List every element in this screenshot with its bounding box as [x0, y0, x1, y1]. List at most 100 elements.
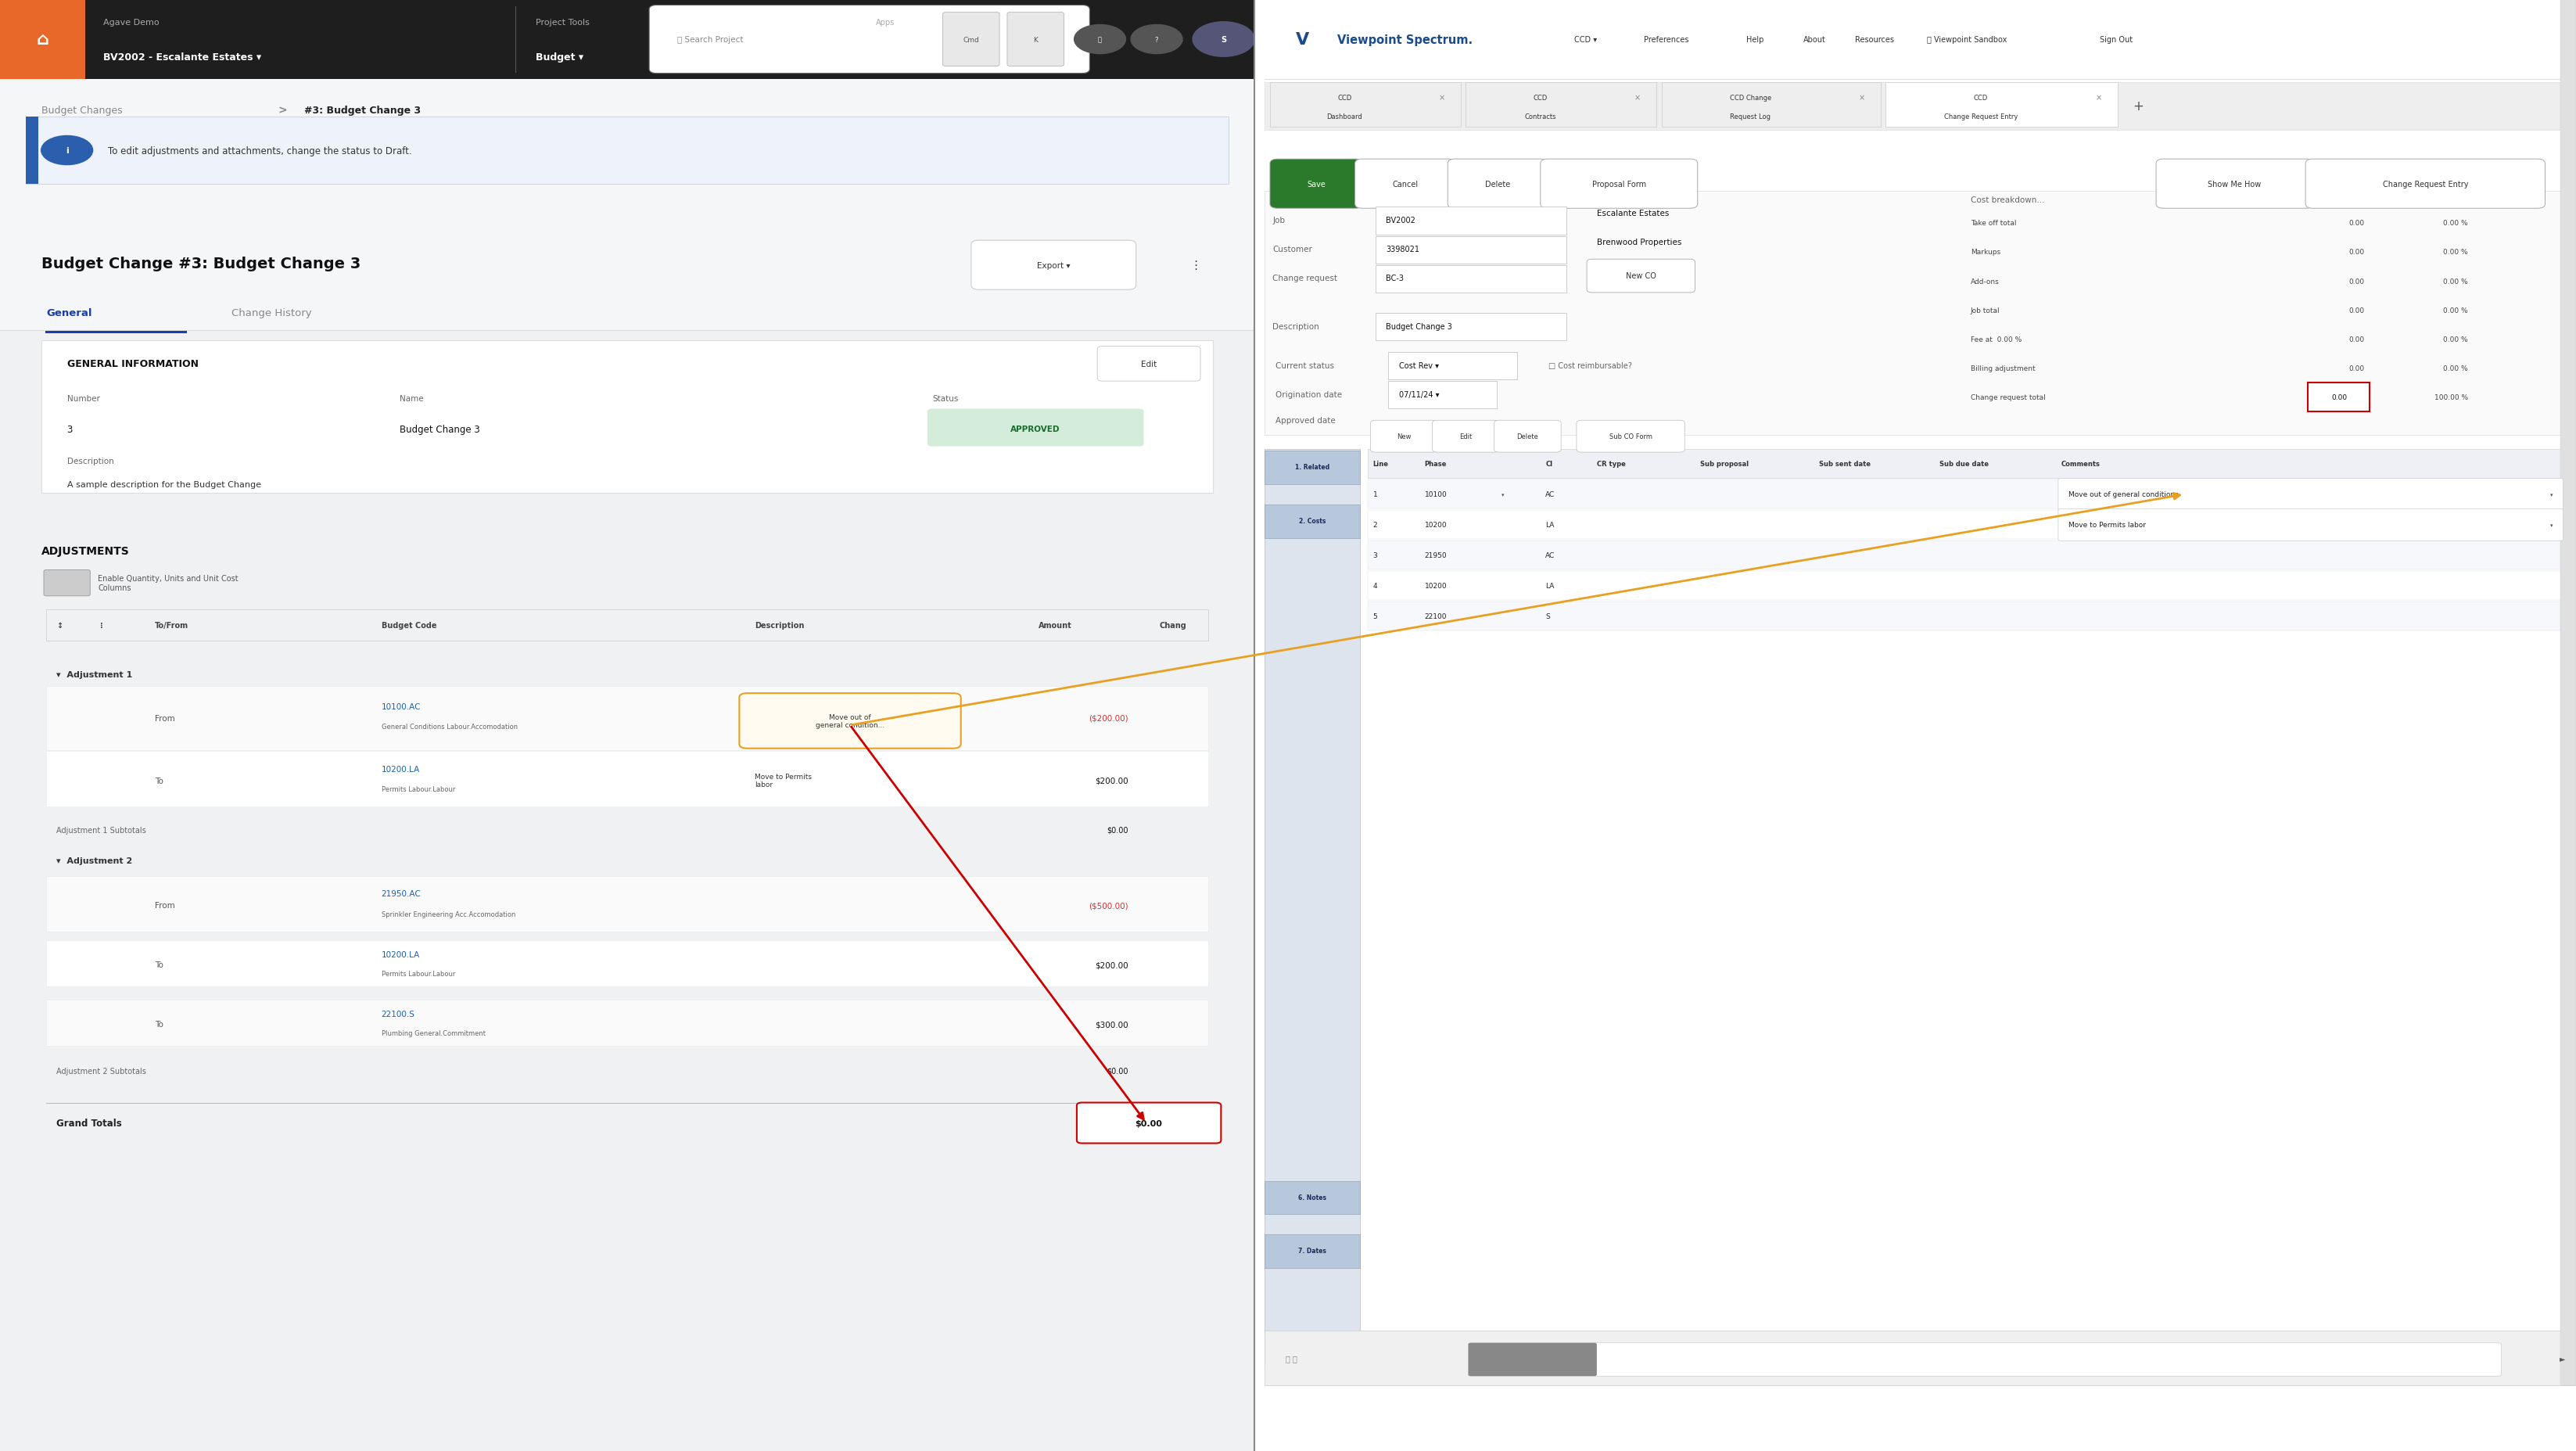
Text: Viewpoint Spectrum.: Viewpoint Spectrum. [1337, 33, 1473, 46]
Text: 0.00: 0.00 [2349, 250, 2365, 255]
Text: 0.00 %: 0.00 % [2442, 221, 2468, 226]
Text: BV2002: BV2002 [1386, 216, 1414, 225]
Text: Save: Save [1306, 180, 1327, 189]
Text: Select an App: Select an App [876, 54, 935, 61]
Text: Edit: Edit [1141, 360, 1157, 369]
FancyBboxPatch shape [1265, 1235, 1360, 1268]
Text: $0.00: $0.00 [1108, 826, 1128, 834]
Text: 21950: 21950 [1425, 553, 1448, 559]
Text: Line: Line [1373, 461, 1388, 467]
Text: APPROVED: APPROVED [1010, 425, 1061, 434]
FancyBboxPatch shape [1007, 13, 1064, 67]
Text: Change Request Entry: Change Request Entry [1945, 113, 2017, 120]
Circle shape [1131, 25, 1182, 54]
FancyBboxPatch shape [1388, 353, 1517, 380]
Text: 10100.AC: 10100.AC [381, 702, 420, 711]
FancyBboxPatch shape [1468, 1344, 1597, 1376]
Text: Job total: Job total [1971, 308, 1999, 313]
Text: CCD Change: CCD Change [1728, 94, 1772, 102]
FancyBboxPatch shape [1265, 451, 1360, 485]
Text: ADJUSTMENTS: ADJUSTMENTS [41, 546, 129, 557]
FancyBboxPatch shape [1265, 1181, 1360, 1214]
Text: □ Cost reimbursable?: □ Cost reimbursable? [1548, 361, 1631, 370]
FancyBboxPatch shape [2306, 160, 2545, 209]
FancyBboxPatch shape [1270, 83, 1461, 128]
Text: 🔍 Search Project: 🔍 Search Project [677, 36, 744, 44]
FancyBboxPatch shape [1886, 83, 2117, 128]
Text: Plumbing General.Commitment: Plumbing General.Commitment [381, 1030, 484, 1036]
Text: 3: 3 [67, 424, 72, 435]
Text: 👤 Viewpoint Sandbox: 👤 Viewpoint Sandbox [1927, 36, 2007, 44]
FancyBboxPatch shape [2156, 160, 2313, 209]
Text: Job: Job [1273, 216, 1285, 225]
Text: Billing adjustment: Billing adjustment [1971, 366, 2035, 371]
FancyBboxPatch shape [1368, 602, 2568, 631]
Text: ⋮: ⋮ [98, 621, 106, 630]
Text: 4: 4 [1373, 583, 1378, 589]
Text: Move out of general conditions: Move out of general conditions [2069, 492, 2179, 498]
FancyBboxPatch shape [1662, 83, 1880, 128]
FancyBboxPatch shape [1494, 421, 1561, 453]
Text: AC: AC [1546, 553, 1556, 559]
Text: Fee at  0.00 %: Fee at 0.00 % [1971, 337, 2022, 342]
Text: 2. Costs: 2. Costs [1298, 518, 1327, 524]
Text: CCD: CCD [1533, 94, 1548, 102]
Text: ?: ? [1154, 36, 1159, 44]
Text: 0.00: 0.00 [2331, 395, 2347, 400]
Text: 0.00: 0.00 [2349, 279, 2365, 284]
Text: Cmd: Cmd [963, 36, 979, 44]
FancyBboxPatch shape [1468, 1344, 2501, 1376]
Text: Comments: Comments [2061, 461, 2099, 467]
Text: Description: Description [67, 457, 113, 466]
Text: 0.00: 0.00 [2349, 221, 2365, 226]
Text: ⌂: ⌂ [36, 32, 49, 48]
Text: Sub due date: Sub due date [1940, 461, 1989, 467]
Text: 5: 5 [1373, 614, 1378, 620]
Text: Escalante Estates: Escalante Estates [1597, 209, 1669, 218]
FancyBboxPatch shape [2561, 0, 2576, 1386]
Text: Change request: Change request [1273, 274, 1337, 283]
FancyBboxPatch shape [1370, 421, 1437, 453]
Text: ▾  Adjustment 2: ▾ Adjustment 2 [57, 856, 134, 865]
Text: Move to Permits
labor: Move to Permits labor [755, 773, 811, 788]
FancyBboxPatch shape [46, 752, 1208, 807]
Text: Agave Demo: Agave Demo [103, 19, 160, 26]
Text: Export ▾: Export ▾ [1038, 261, 1069, 270]
Text: 0.00: 0.00 [2349, 366, 2365, 371]
Text: 10100: 10100 [1425, 492, 1448, 498]
FancyBboxPatch shape [1540, 160, 1698, 209]
Text: CCD: CCD [1337, 94, 1352, 102]
Text: Budget Code: Budget Code [381, 621, 435, 630]
Text: Budget Change 3: Budget Change 3 [399, 424, 479, 435]
Text: 🔒 🔒: 🔒 🔒 [1285, 1354, 1298, 1362]
FancyBboxPatch shape [1097, 347, 1200, 382]
Text: Sprinkler Engineering Acc.Accomodation: Sprinkler Engineering Acc.Accomodation [381, 911, 515, 917]
FancyBboxPatch shape [1376, 313, 1566, 341]
Text: ★ Favorites: ★ Favorites [1133, 36, 1182, 44]
Text: Cl: Cl [1546, 461, 1553, 467]
FancyBboxPatch shape [1432, 421, 1499, 453]
Text: Edit: Edit [1461, 434, 1471, 440]
Text: ×: × [2097, 94, 2102, 102]
Text: S: S [1546, 614, 1551, 620]
Text: Request Log: Request Log [1731, 113, 1770, 120]
Text: 10200: 10200 [1425, 583, 1448, 589]
FancyBboxPatch shape [1376, 266, 1566, 293]
Text: Contracts: Contracts [1525, 113, 1556, 120]
Text: Sub CO Form: Sub CO Form [1610, 434, 1651, 440]
Text: Take off total: Take off total [1971, 221, 2017, 226]
Text: LA: LA [1546, 583, 1553, 589]
Text: CCD ▾: CCD ▾ [1574, 36, 1597, 44]
Text: 1: 1 [1373, 492, 1378, 498]
FancyBboxPatch shape [0, 0, 1255, 1451]
Text: Change Request Entry: Change Request Entry [2383, 180, 2468, 189]
FancyBboxPatch shape [1355, 160, 1455, 209]
FancyBboxPatch shape [1388, 382, 1497, 409]
FancyBboxPatch shape [1368, 450, 2568, 479]
Text: About: About [1803, 36, 1826, 44]
Text: Description: Description [755, 621, 804, 630]
FancyBboxPatch shape [971, 241, 1136, 290]
Text: ↕: ↕ [57, 621, 62, 630]
Text: GENERAL INFORMATION: GENERAL INFORMATION [67, 358, 198, 370]
FancyBboxPatch shape [41, 341, 1213, 493]
